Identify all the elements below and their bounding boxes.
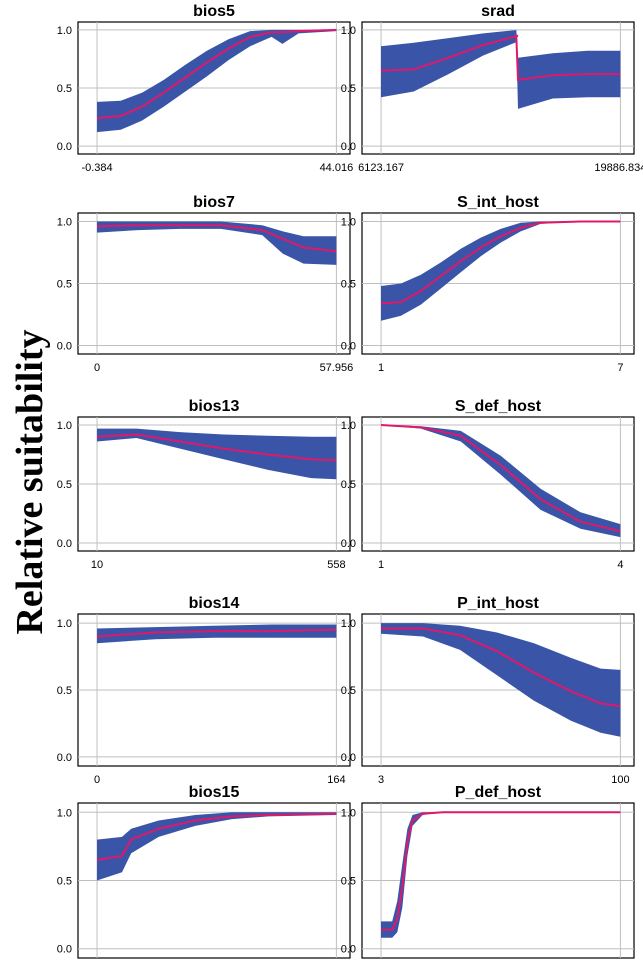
chart-title: S_def_host bbox=[455, 398, 542, 415]
panel-bios13: bios13 0.0 0.5 1.0 10 558 bbox=[57, 398, 351, 571]
x-tick-label: 10 bbox=[91, 559, 103, 571]
x-tick-label: 0 bbox=[94, 362, 100, 374]
chart-title: bios15 bbox=[189, 784, 240, 801]
mean-response-line bbox=[96, 628, 337, 638]
chart-title: bios14 bbox=[189, 595, 240, 612]
confidence-band bbox=[381, 623, 621, 737]
mean-response-line bbox=[380, 220, 621, 305]
mean-response-line bbox=[380, 424, 621, 533]
panel-bios7: bios7 0.0 0.5 1.0 0 57.956 bbox=[57, 194, 354, 374]
chart-title: bios5 bbox=[193, 3, 235, 20]
panel-s-int-host: S_int_host 0.0 0.5 1.0 1 7 bbox=[341, 194, 635, 374]
y-tick-label: 0.0 bbox=[57, 944, 72, 956]
confidence-band bbox=[97, 29, 337, 133]
x-tick-label: 0 bbox=[94, 774, 100, 786]
y-tick-label: 1.0 bbox=[57, 216, 72, 228]
chart-title: bios13 bbox=[189, 398, 240, 415]
chart-title: srad bbox=[481, 3, 515, 20]
panel-p-int-host: P_int_host 0.0 0.5 1.0 3 100 bbox=[341, 595, 635, 786]
y-tick-label: 0.5 bbox=[341, 83, 356, 95]
y-tick-label: 1.0 bbox=[341, 420, 356, 432]
mean-response-line bbox=[380, 34, 621, 82]
x-tick-label: 57.956 bbox=[320, 362, 354, 374]
y-tick-label: 0.0 bbox=[341, 341, 356, 353]
y-tick-label: 0.0 bbox=[341, 538, 356, 550]
confidence-band bbox=[97, 221, 337, 265]
confidence-band bbox=[97, 428, 337, 480]
panel-bios5: bios5 0.0 0.5 1.0 -0.384 44.016 bbox=[57, 3, 354, 174]
y-tick-label: 0.0 bbox=[341, 944, 356, 956]
y-tick-label: 0.0 bbox=[341, 141, 356, 153]
y-tick-label: 1.0 bbox=[341, 807, 356, 819]
confidence-band bbox=[97, 624, 337, 644]
x-tick-label: 558 bbox=[327, 559, 345, 571]
confidence-band bbox=[381, 221, 621, 321]
y-tick-label: 1.0 bbox=[57, 618, 72, 630]
y-tick-label: 0.0 bbox=[341, 752, 356, 764]
y-tick-label: 0.0 bbox=[57, 752, 72, 764]
y-tick-label: 0.5 bbox=[341, 685, 356, 697]
x-tick-label: 19886.834 bbox=[594, 162, 643, 174]
y-tick-label: 0.5 bbox=[341, 279, 356, 291]
confidence-band bbox=[381, 29, 621, 109]
mean-response-line bbox=[96, 433, 337, 462]
y-tick-label: 0.0 bbox=[57, 341, 72, 353]
mean-response-line bbox=[96, 28, 337, 120]
x-tick-label: 4 bbox=[617, 559, 623, 571]
mean-response-line bbox=[381, 811, 621, 931]
x-tick-label: 7 bbox=[617, 362, 623, 374]
y-tick-label: 1.0 bbox=[341, 618, 356, 630]
y-tick-label: 0.0 bbox=[57, 141, 72, 153]
chart-title: S_int_host bbox=[457, 194, 539, 211]
x-tick-label: 100 bbox=[611, 774, 629, 786]
chart-title: P_int_host bbox=[457, 595, 539, 612]
y-tick-label: 0.5 bbox=[57, 83, 72, 95]
y-tick-label: 1.0 bbox=[57, 807, 72, 819]
y-tick-label: 0.5 bbox=[341, 479, 356, 491]
x-tick-label: 1 bbox=[378, 362, 384, 374]
panel-srad: srad 0.0 0.5 1.0 6123.167 19886.834 bbox=[341, 3, 643, 174]
chart-title: bios7 bbox=[193, 194, 235, 211]
chart-title: P_def_host bbox=[455, 784, 542, 801]
y-tick-label: 1.0 bbox=[341, 216, 356, 228]
x-tick-label: 1 bbox=[378, 559, 384, 571]
panel-bios14: bios14 0.0 0.5 1.0 0 164 bbox=[57, 595, 351, 786]
y-tick-label: 1.0 bbox=[57, 25, 72, 37]
y-tick-label: 0.5 bbox=[341, 876, 356, 888]
y-tick-label: 1.0 bbox=[57, 420, 72, 432]
y-tick-label: 0.5 bbox=[57, 685, 72, 697]
x-tick-label: 44.016 bbox=[320, 162, 354, 174]
y-tick-label: 0.5 bbox=[57, 279, 72, 291]
y-tick-label: 0.5 bbox=[57, 479, 72, 491]
mean-response-line bbox=[96, 224, 337, 253]
confidence-band bbox=[381, 425, 621, 538]
panel-s-def-host: S_def_host 0.0 0.5 1.0 1 4 bbox=[341, 398, 635, 571]
y-tick-label: 1.0 bbox=[341, 25, 356, 37]
mean-response-line bbox=[381, 627, 621, 708]
x-tick-label: 164 bbox=[327, 774, 345, 786]
y-tick-label: 0.0 bbox=[57, 538, 72, 550]
x-tick-label: -0.384 bbox=[81, 162, 112, 174]
y-tick-label: 0.5 bbox=[57, 876, 72, 888]
x-tick-label: 3 bbox=[378, 774, 384, 786]
x-tick-label: 6123.167 bbox=[358, 162, 404, 174]
mean-response-line bbox=[96, 812, 337, 861]
